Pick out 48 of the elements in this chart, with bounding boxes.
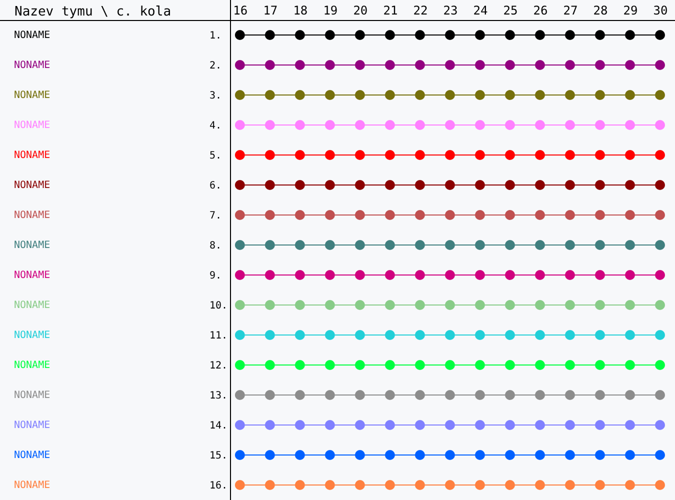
x-tick-label: 19 [323, 4, 338, 18]
x-tick-label: 17 [263, 4, 278, 18]
x-tick-label: 18 [293, 4, 308, 18]
text: NONAME [14, 240, 50, 251]
y-tick-label: 14. [210, 420, 228, 432]
x-tick-label: 27 [563, 4, 578, 18]
x-tick-label: 16 [233, 4, 248, 18]
text: NONAME [14, 150, 50, 161]
text: NONAME [14, 60, 50, 71]
text: NONAME [14, 120, 50, 131]
x-tick-label: 28 [593, 4, 608, 18]
text: NONAME [14, 390, 50, 401]
x-tick-label: 26 [533, 4, 548, 18]
text: NONAME [14, 90, 50, 101]
x-axis-title: Nazev tymu \ c. kola [14, 4, 172, 20]
text: NONAME [14, 420, 50, 431]
y-tick-label: 10. [210, 300, 228, 312]
text: NONAME [14, 180, 50, 191]
text: NONAME [14, 210, 50, 221]
x-tick-label: 29 [623, 4, 638, 18]
y-tick-label: 8. [210, 240, 222, 252]
text: NONAME [14, 450, 50, 461]
x-tick-label: 20 [353, 4, 368, 18]
y-tick-label: 5. [210, 150, 222, 162]
y-tick-label: 13. [210, 390, 228, 402]
text: NONAME [14, 480, 50, 491]
y-tick-label: 2. [210, 60, 222, 72]
y-tick-label: 11. [210, 330, 228, 342]
y-tick-label: 16. [210, 480, 228, 492]
y-tick-label: 12. [210, 360, 228, 372]
y-tick-label: 4. [210, 120, 222, 132]
x-tick-label: 21 [383, 4, 398, 18]
text: NONAME [14, 360, 50, 371]
x-tick-label: 30 [653, 4, 668, 18]
y-tick-label: 6. [210, 180, 222, 192]
x-tick-label: 25 [503, 4, 518, 18]
text: NONAME [14, 30, 50, 41]
x-tick-label: 22 [413, 4, 428, 18]
y-tick-label: 7. [210, 210, 222, 222]
text: NONAME [14, 330, 50, 341]
y-tick-label: 9. [210, 270, 222, 282]
text: NONAME [14, 300, 50, 311]
text: NONAME [14, 270, 50, 281]
y-tick-label: 3. [210, 90, 222, 102]
y-tick-label: 15. [210, 450, 228, 462]
x-tick-label: 24 [473, 4, 488, 18]
y-tick-label: 1. [210, 30, 222, 42]
x-tick-label: 23 [443, 4, 458, 18]
